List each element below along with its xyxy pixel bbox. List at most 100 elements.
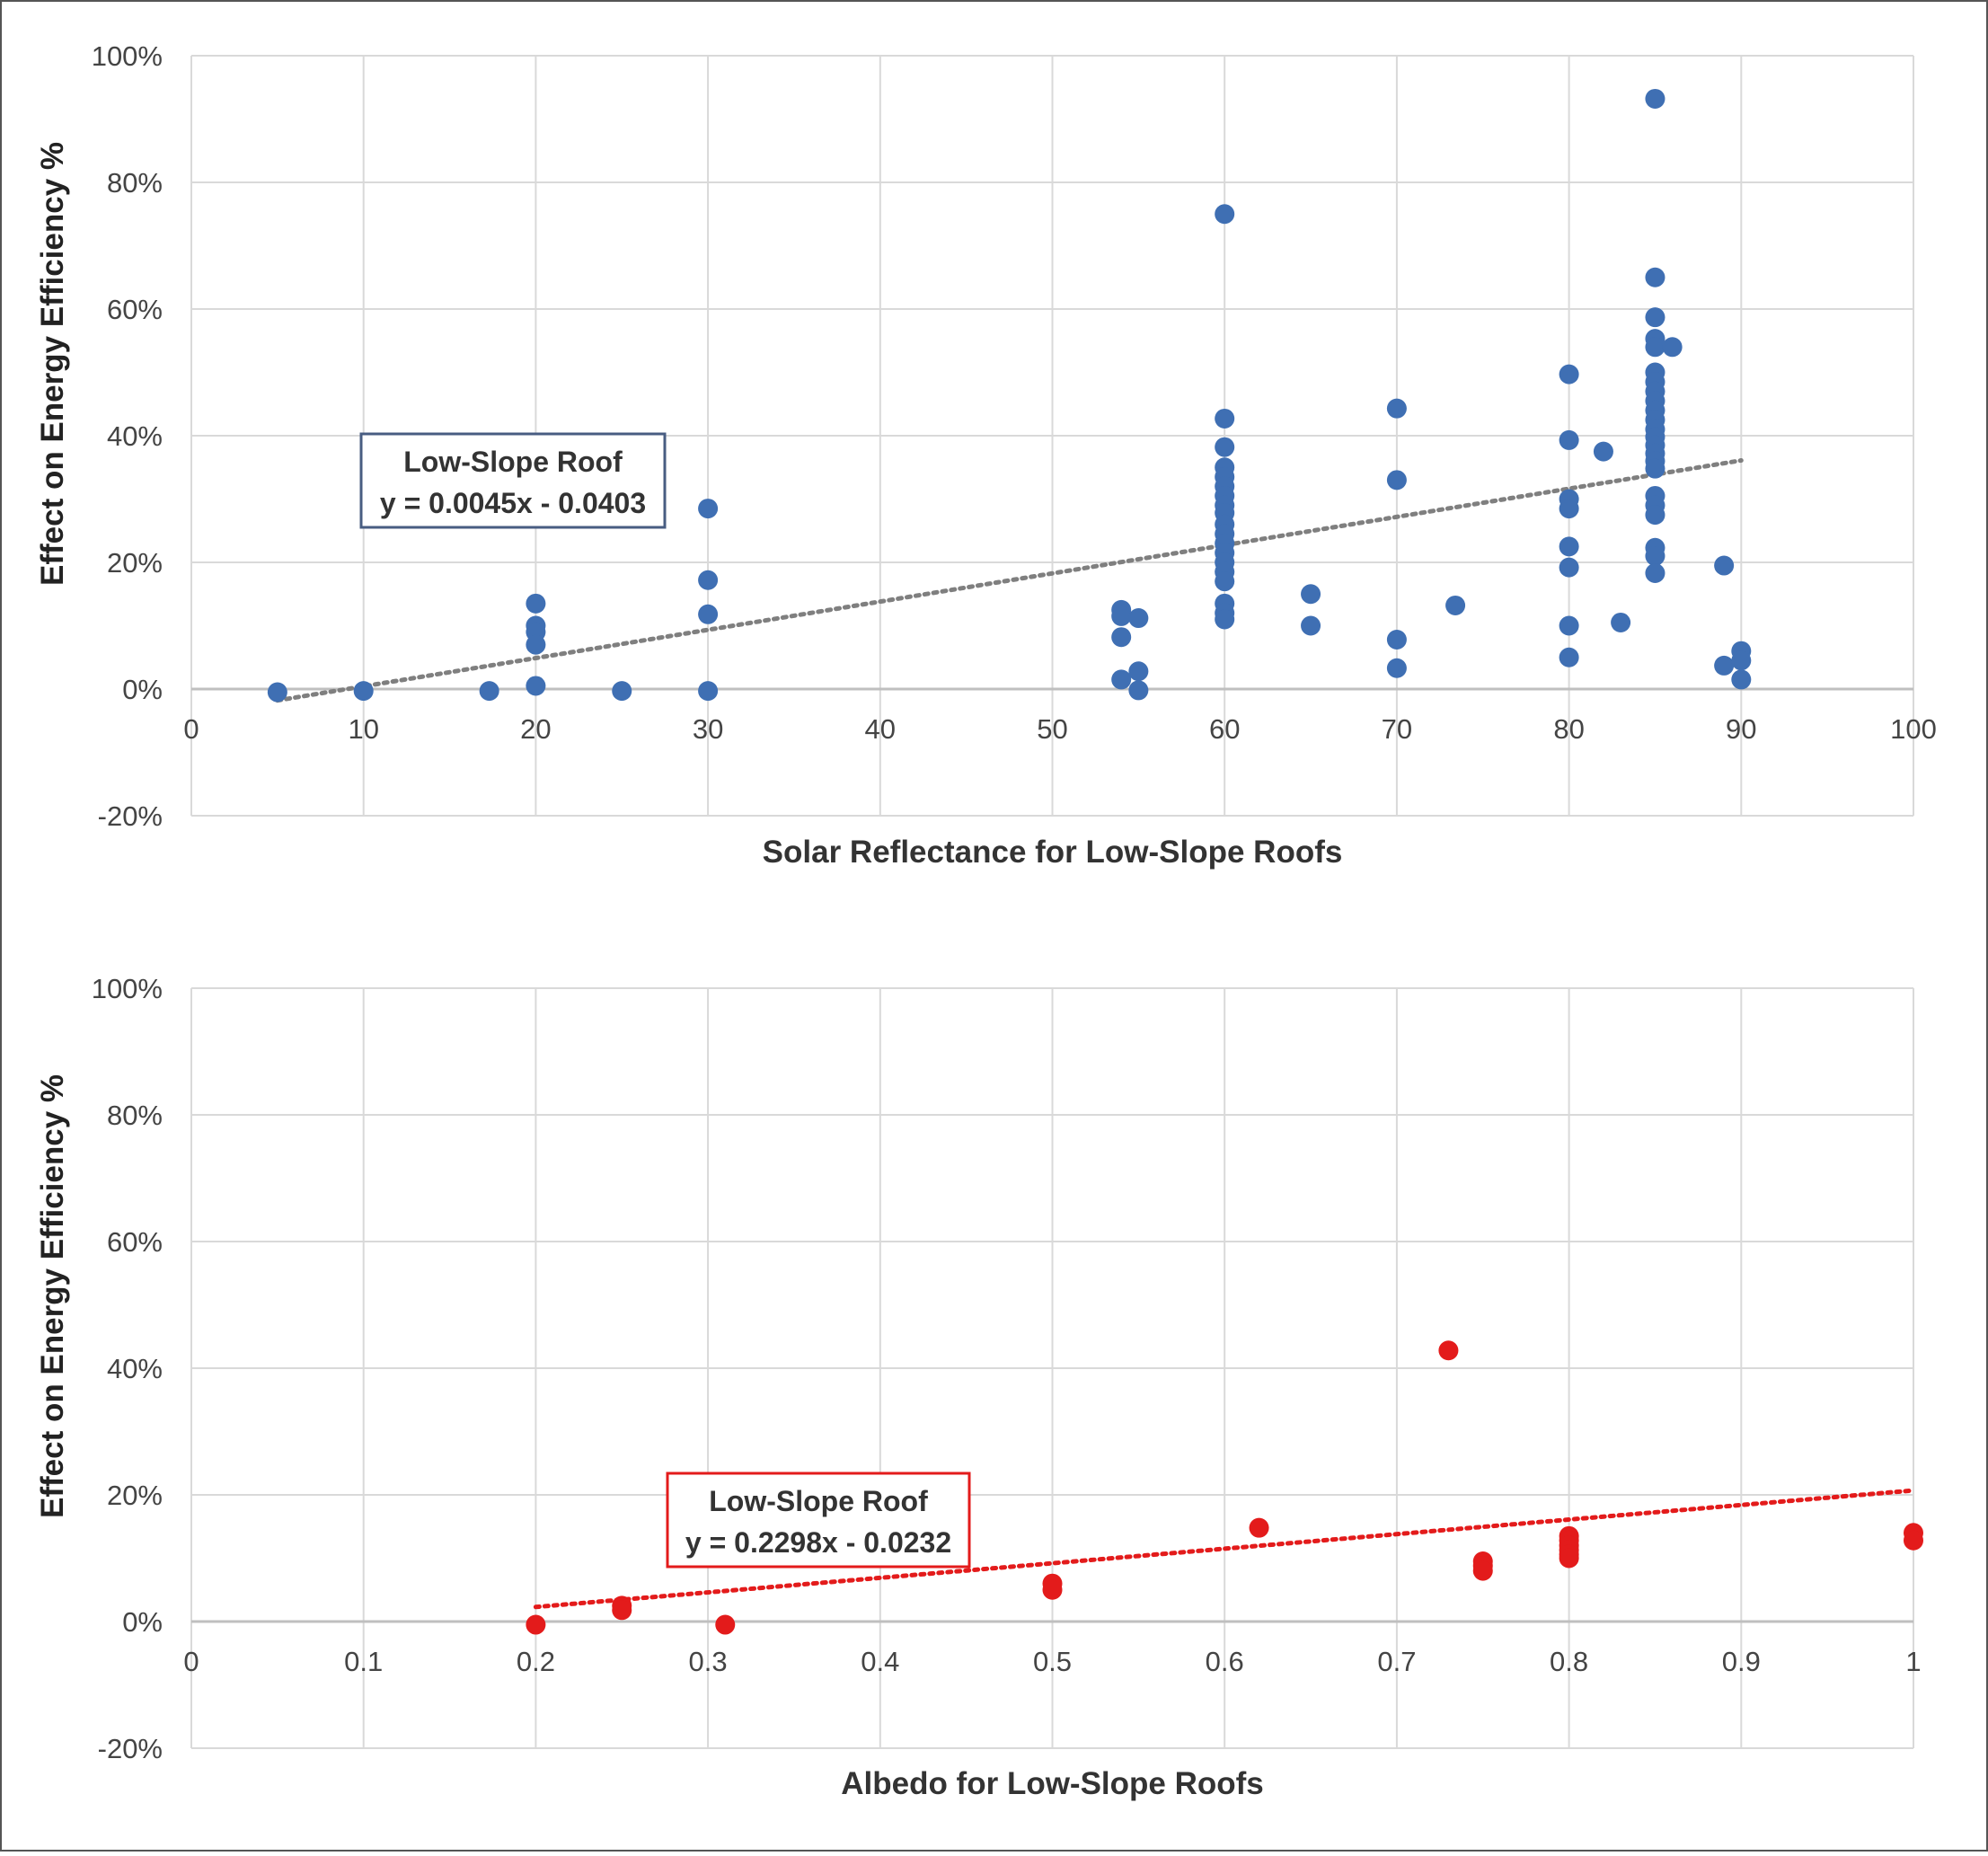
top-chart-data-point <box>1731 669 1752 690</box>
top-chart-y-tick-label: 20% <box>107 547 163 579</box>
top-chart-x-tick-label: 80 <box>1553 713 1584 745</box>
bottom-chart-x-tick-label: 0.8 <box>1550 1646 1588 1677</box>
bottom-chart-x-tick-label: 0.5 <box>1033 1646 1072 1677</box>
bottom-chart-data-point <box>715 1614 736 1635</box>
top-chart-y-tick-label: 100% <box>92 40 163 72</box>
top-chart-y-tick-label: 60% <box>107 294 163 325</box>
top-chart-x-tick-labels: 0 10 20 30 40 50 60 70 80 90 100 <box>183 713 1936 745</box>
bottom-chart-x-tick-label: 0 <box>183 1646 199 1677</box>
top-chart-y-tick-label: 40% <box>107 420 163 452</box>
top-chart-data-point <box>1645 505 1666 526</box>
top-chart-data-point <box>1128 608 1149 629</box>
top-chart-x-tick-label: 70 <box>1382 713 1412 745</box>
top-chart-data-point <box>1559 364 1579 384</box>
top-chart-data-point <box>1645 307 1666 328</box>
top-scatter-chart: 100% 80% 60% 40% 20% 0% -20% 0 10 20 30 40 50 60 70 80… <box>35 40 1937 870</box>
top-chart-data-point <box>1662 337 1683 358</box>
bottom-chart-equation-frame <box>666 1472 971 1569</box>
bottom-chart-x-tick-label: 0.1 <box>344 1646 383 1677</box>
top-chart-data-point <box>1386 398 1407 419</box>
bottom-chart-y-tick-labels: 100% 80% 60% 40% 20% 0% -20% <box>92 973 163 1764</box>
top-chart-grid <box>190 55 1914 817</box>
top-chart-trendline <box>275 457 1744 703</box>
top-chart-data-point <box>612 681 632 702</box>
top-chart-data-point <box>1559 557 1579 578</box>
top-chart-data-point <box>526 634 546 655</box>
top-chart-data-point <box>1559 615 1579 636</box>
top-chart-data-point <box>1731 650 1752 671</box>
top-chart-x-tick-label: 0 <box>183 713 199 745</box>
top-chart-data-point <box>1301 615 1321 636</box>
bottom-chart-data-point <box>1559 1548 1579 1569</box>
top-chart-data-point <box>526 593 546 614</box>
top-chart-data-point <box>1301 584 1321 605</box>
top-chart-x-tick-label: 60 <box>1209 713 1240 745</box>
top-chart-trendline-group <box>275 457 1744 703</box>
top-chart-data-point <box>1445 595 1466 615</box>
top-chart-data-point <box>1645 458 1666 479</box>
top-chart-x-tick-label: 20 <box>520 713 551 745</box>
top-chart-data-point <box>1645 88 1666 109</box>
top-chart-data-point <box>1215 437 1235 457</box>
top-chart-data-point <box>1386 658 1407 678</box>
top-chart-data-point <box>1593 441 1613 462</box>
top-chart-y-tick-labels: 100% 80% 60% 40% 20% 0% -20% <box>92 40 163 832</box>
top-chart-y-tick-label: -20% <box>98 800 163 832</box>
bottom-chart-equation-box: Low-Slope Roof y = 0.2298x - 0.0232 <box>666 1472 971 1569</box>
bottom-chart-data-point <box>612 1600 632 1621</box>
bottom-chart-x-tick-label: 1 <box>1905 1646 1921 1677</box>
top-chart-data-point <box>698 604 719 624</box>
top-chart-data-point <box>1215 609 1235 630</box>
bottom-chart-y-tick-label: 60% <box>107 1226 163 1258</box>
bottom-chart-x-tick-label: 0.2 <box>517 1646 555 1677</box>
top-chart-data-point <box>1215 408 1235 429</box>
top-chart-x-axis-label: Solar Reflectance for Low-Slope Roofs <box>763 835 1343 870</box>
top-chart-data-point <box>698 499 719 519</box>
top-chart-data-point <box>1559 499 1579 519</box>
top-chart-data-point <box>353 681 374 702</box>
bottom-chart-x-tick-label: 0.4 <box>861 1646 899 1677</box>
top-chart-data-point <box>1645 267 1666 287</box>
top-chart-y-tick-label: 0% <box>122 674 163 705</box>
bottom-chart-trendline <box>533 1488 1916 1610</box>
top-chart-data-point <box>1111 605 1132 626</box>
bottom-scatter-chart: 100%80%60%40%20%0%-20% 0 0.1 0.2 0.3 0.4 0.5 0… <box>35 973 1923 1801</box>
bottom-chart-equation-title: Low-Slope Roof <box>709 1485 928 1517</box>
bottom-chart-x-tick-label: 0.3 <box>689 1646 728 1677</box>
top-chart-data-point <box>1111 627 1132 648</box>
bottom-chart-data-point <box>1472 1560 1493 1581</box>
top-chart-data-point <box>1559 429 1579 450</box>
top-chart-data-point <box>1386 630 1407 650</box>
top-chart-data-point <box>479 681 499 702</box>
top-chart-data-point <box>1714 655 1735 676</box>
bottom-chart-y-tick-label: -20% <box>98 1733 163 1764</box>
bottom-chart-data-point <box>1042 1579 1063 1600</box>
bottom-chart-data-point <box>1904 1530 1923 1551</box>
top-chart-data-point <box>1111 669 1132 690</box>
top-chart-equation-text: y = 0.0045x - 0.0403 <box>380 487 646 519</box>
top-chart-data-point <box>1645 337 1666 358</box>
bottom-chart-y-tick-label: 20% <box>107 1480 163 1511</box>
top-chart-data-point <box>267 682 287 703</box>
top-chart-data-point <box>1611 612 1631 632</box>
top-chart-points <box>267 88 1752 703</box>
bottom-chart-y-tick-label: 80% <box>107 1100 163 1131</box>
top-chart-data-point <box>526 676 546 696</box>
top-chart-data-point <box>698 570 719 590</box>
top-chart-data-point <box>1128 680 1149 701</box>
top-chart-x-tick-label: 40 <box>865 713 896 745</box>
bottom-chart-x-tick-labels: 0 0.1 0.2 0.3 0.4 0.5 0.6 0.7 0.8 0.9 1 <box>183 1646 1921 1677</box>
top-chart-data-point <box>1215 571 1235 592</box>
top-chart-x-tick-label: 100 <box>1890 713 1937 745</box>
bottom-chart-y-tick-label: 100% <box>92 973 163 1004</box>
top-chart-data-point <box>1386 470 1407 491</box>
top-chart-x-tick-label: 30 <box>693 713 723 745</box>
bottom-chart-equation-text: y = 0.2298x - 0.0232 <box>685 1526 951 1559</box>
bottom-chart-x-axis-label: Albedo for Low-Slope Roofs <box>841 1766 1264 1801</box>
bottom-chart-points <box>526 1340 1923 1635</box>
top-chart-x-tick-label: 50 <box>1037 713 1067 745</box>
top-chart-y-axis-label: Effect on Energy Efficiency % <box>35 142 70 586</box>
